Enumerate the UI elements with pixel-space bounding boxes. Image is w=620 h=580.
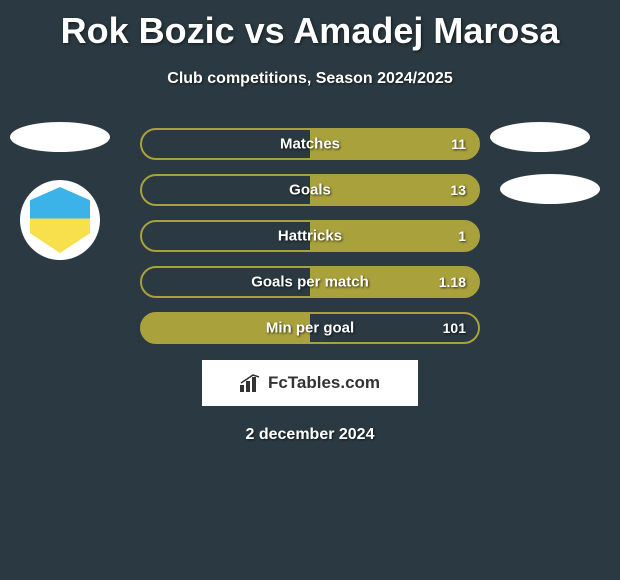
footer-brand-box: FcTables.com (202, 360, 418, 406)
stat-row: Goals13 (140, 174, 480, 206)
stat-value-right: 1 (458, 228, 466, 244)
stat-value-right: 101 (443, 320, 466, 336)
stat-label: Goals per match (142, 274, 478, 291)
stat-label: Min per goal (142, 320, 478, 337)
stat-label: Goals (142, 182, 478, 199)
page-title: Rok Bozic vs Amadej Marosa (0, 0, 620, 52)
subtitle: Club competitions, Season 2024/2025 (0, 70, 620, 88)
stat-value-right: 13 (450, 182, 466, 198)
stat-row: Hattricks1 (140, 220, 480, 252)
club-right-logo-placeholder (500, 174, 600, 204)
stat-row: Min per goal101 (140, 312, 480, 344)
stat-row: Goals per match1.18 (140, 266, 480, 298)
club-left-logo (20, 180, 100, 260)
stat-value-right: 11 (451, 136, 466, 152)
player-left-photo-placeholder (10, 122, 110, 152)
stat-label: Hattricks (142, 228, 478, 245)
bar-chart-icon (240, 374, 262, 392)
player-right-photo-placeholder (490, 122, 590, 152)
stat-value-right: 1.18 (439, 274, 466, 290)
stat-label: Matches (142, 136, 478, 153)
club-shield-icon (30, 187, 90, 253)
footer-brand-text: FcTables.com (268, 373, 380, 393)
date-line: 2 december 2024 (0, 426, 620, 444)
stat-row: Matches11 (140, 128, 480, 160)
